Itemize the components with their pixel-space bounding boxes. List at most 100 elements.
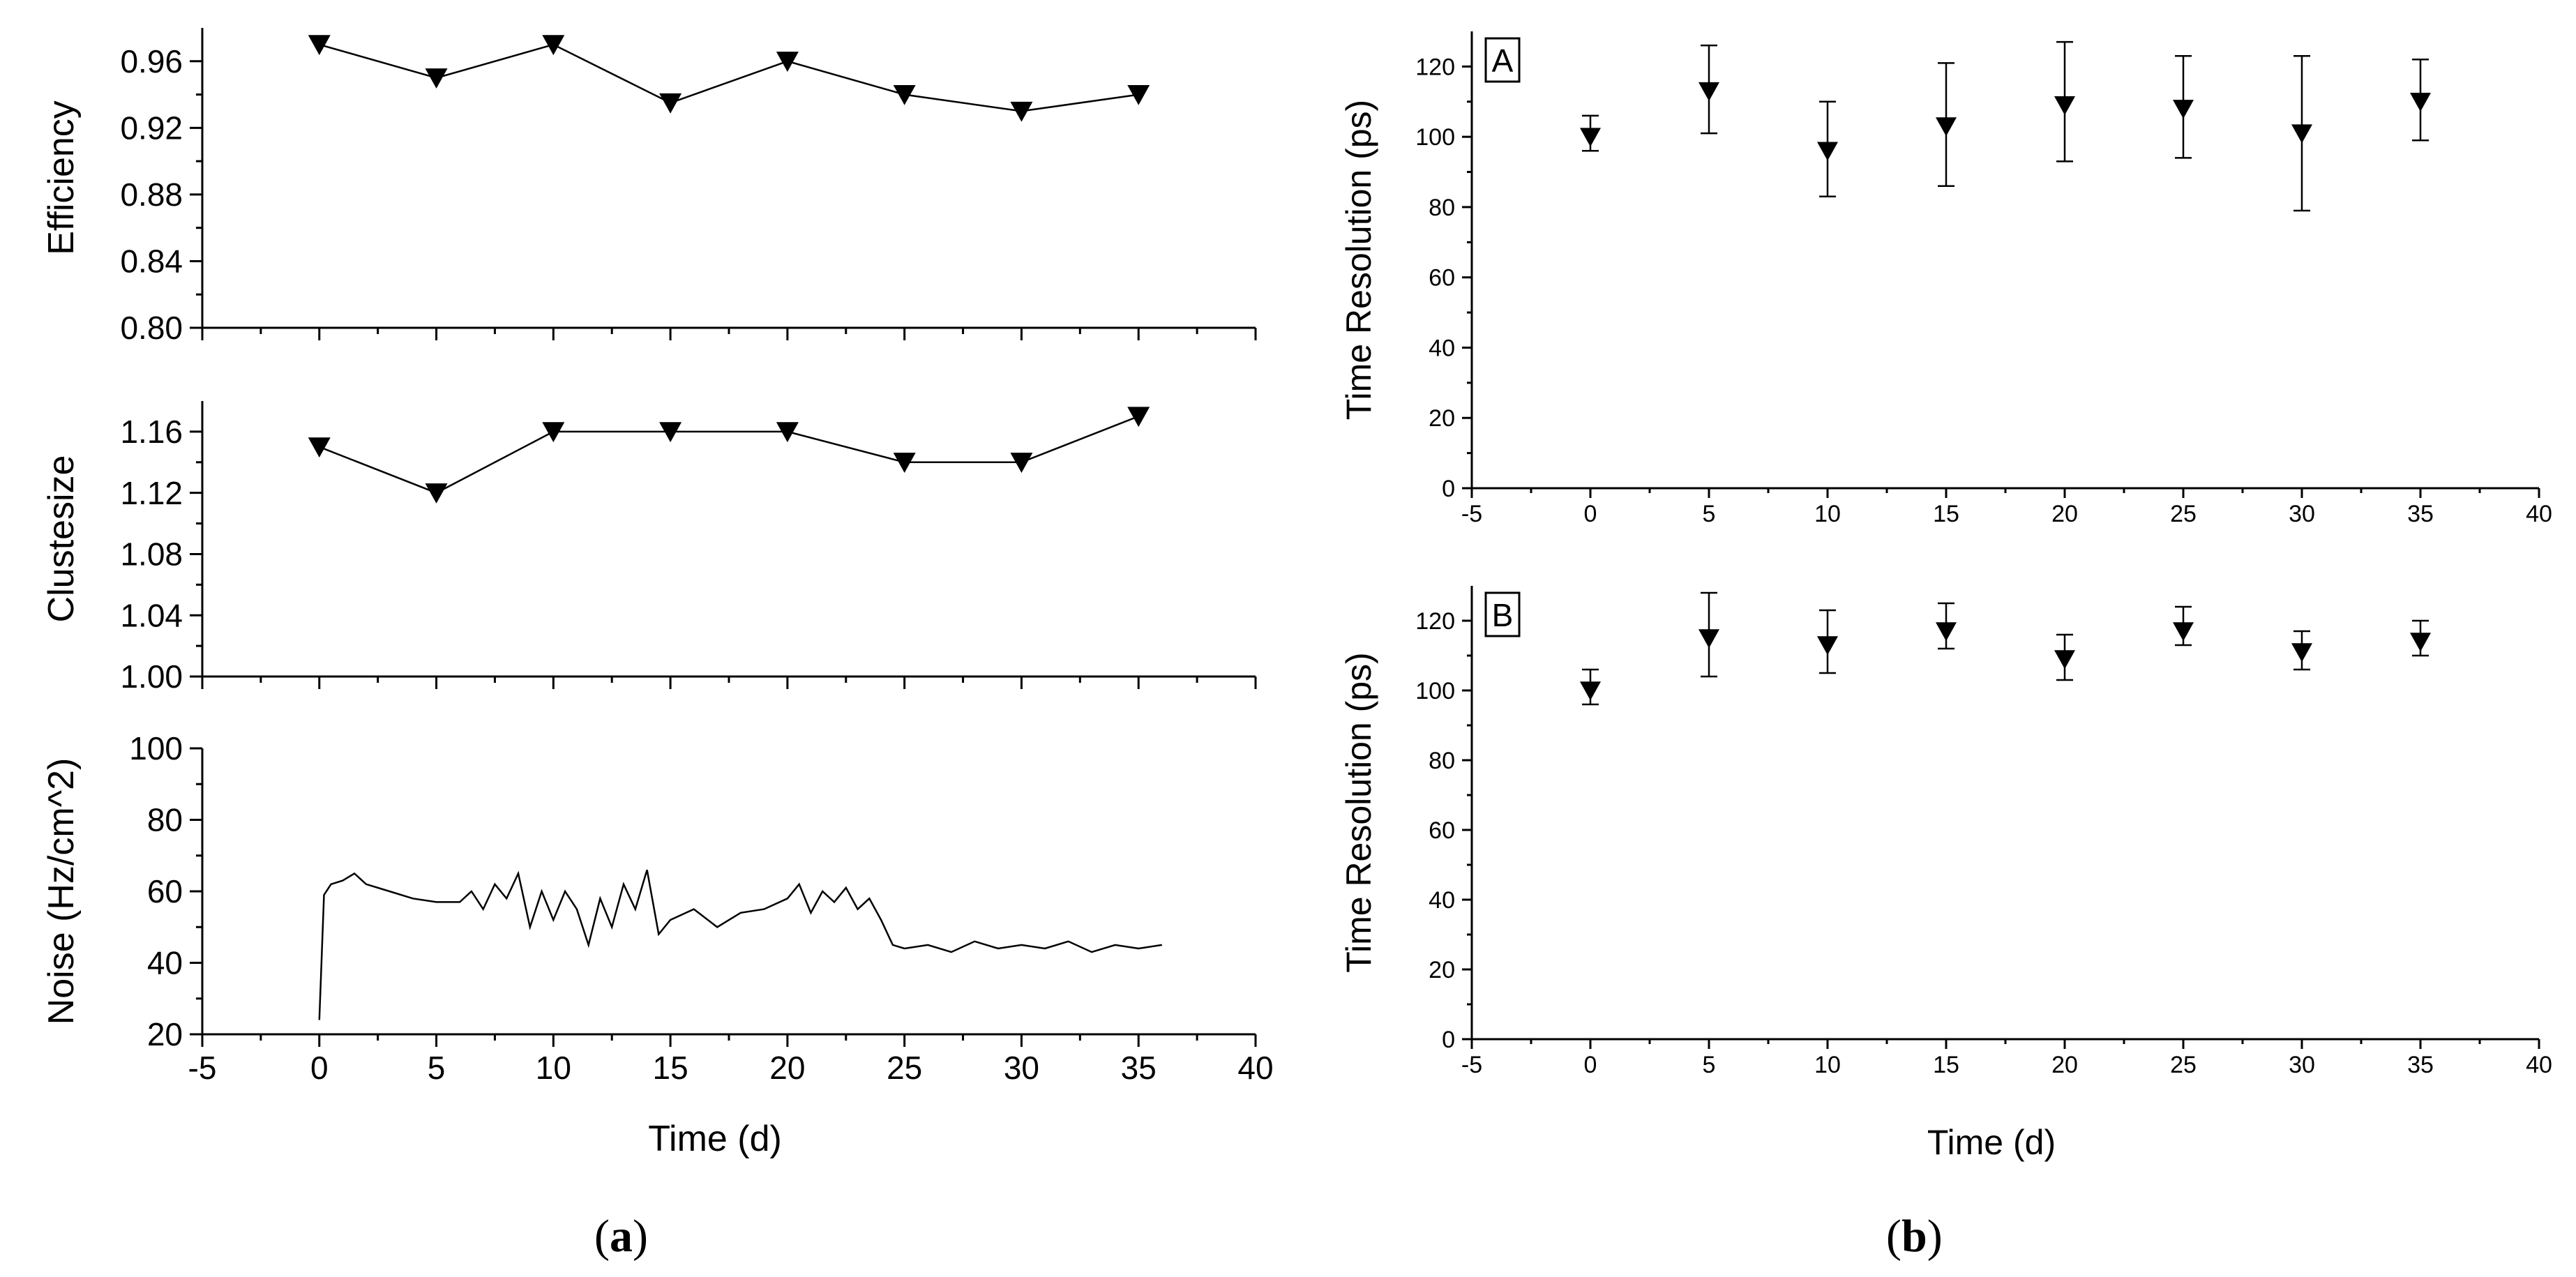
x-tick-label: -5 (1461, 1052, 1482, 1078)
y-tick-label: 20 (1429, 957, 1455, 983)
y-axis-label: Efficiency (41, 100, 82, 255)
y-tick-label: 1.00 (120, 658, 183, 695)
y-tick-label: 40 (1429, 335, 1455, 361)
panel-efficiency: 0.80 0.84 0.88 0.92 0.96 Efficiency (41, 28, 1257, 346)
x-tick-label: 20 (769, 1050, 805, 1086)
x-tick-label: 5 (428, 1050, 446, 1086)
x-tick-label: 40 (2526, 501, 2552, 527)
y-tick-label: 120 (1415, 608, 1455, 635)
y-tick-label: 40 (1429, 887, 1455, 914)
x-tick-label: -5 (1461, 501, 1482, 527)
data-point (1010, 101, 1033, 122)
data-point (1580, 681, 1601, 701)
x-tick-label: 35 (2407, 1052, 2434, 1078)
y-axis-label: Time Resolution (ps) (1339, 100, 1378, 420)
x-tick-label: 35 (1121, 1050, 1157, 1086)
y-tick-label: 0.92 (120, 109, 183, 146)
x-tick-label: 15 (653, 1050, 688, 1086)
data-point (893, 453, 916, 473)
data-point (1127, 407, 1150, 428)
x-tick-label: 20 (2051, 1052, 2078, 1078)
y-tick-label: 60 (1429, 817, 1455, 844)
y-tick-label: 80 (147, 802, 183, 838)
series-line (319, 43, 1139, 112)
series-time-resolution-B (1580, 591, 2431, 706)
data-point (1936, 622, 1957, 642)
x-tick-label: 35 (2407, 501, 2434, 527)
data-point (1817, 142, 1838, 161)
data-point (2054, 650, 2075, 670)
data-point (425, 483, 448, 504)
x-tick-label: 25 (887, 1050, 922, 1086)
panel-label: B (1492, 597, 1514, 633)
x-tick-label: 0 (310, 1050, 329, 1086)
data-point (2291, 124, 2312, 144)
panel-clustersize: 1.00 1.04 1.08 1.12 1.16 Clustesize (41, 401, 1257, 695)
data-point (1127, 84, 1150, 105)
data-point (2410, 633, 2431, 652)
data-point (1698, 629, 1719, 649)
series-efficiency (308, 35, 1150, 122)
data-point (2054, 96, 2075, 116)
y-tick-label: 80 (1429, 195, 1455, 221)
x-tick-label: 10 (1814, 1052, 1841, 1078)
series-noise (318, 869, 1162, 1020)
y-tick-label: 20 (1429, 405, 1455, 432)
y-tick-label: 40 (147, 945, 183, 981)
data-point (2173, 622, 2194, 642)
y-tick-label: 0.80 (120, 310, 183, 346)
data-point (308, 437, 331, 458)
x-tick-label: 40 (2526, 1052, 2552, 1078)
data-point (2291, 643, 2312, 663)
x-tick-label: 5 (1703, 1052, 1716, 1078)
x-tick-label: 30 (2289, 1052, 2315, 1078)
x-tick-label: 0 (1584, 1052, 1597, 1078)
x-tick-label: 25 (2170, 1052, 2197, 1078)
y-axis-label: Time Resolution (ps) (1339, 652, 1378, 972)
x-tick-label: 20 (2051, 501, 2078, 527)
data-point (659, 422, 682, 443)
data-point (1580, 128, 1601, 147)
data-point (2410, 93, 2431, 112)
data-point (1817, 636, 1838, 656)
panel-label: A (1492, 43, 1514, 79)
y-tick-label: 0 (1442, 1027, 1455, 1053)
data-point (659, 93, 682, 114)
x-tick-label: 30 (1004, 1050, 1039, 1086)
y-tick-label: 1.08 (120, 536, 183, 573)
y-tick-label: 60 (1429, 265, 1455, 292)
x-tick-label: -5 (188, 1050, 217, 1086)
y-tick-label: 1.12 (120, 475, 183, 511)
y-tick-label: 60 (147, 873, 183, 909)
x-tick-label: 25 (2170, 501, 2197, 527)
data-point (542, 35, 565, 56)
caption-a-letter: a (609, 1211, 633, 1262)
x-tick-label: 15 (1933, 1052, 1959, 1078)
data-point (425, 68, 448, 89)
series-time-resolution-A (1580, 40, 2431, 212)
series-line (319, 415, 1139, 494)
y-axis-label: Noise (Hz/cm^2) (41, 758, 82, 1025)
y-tick-label: 0.96 (120, 43, 183, 80)
data-point (776, 52, 799, 72)
data-point (776, 422, 799, 443)
x-tick-label: 10 (536, 1050, 571, 1086)
y-tick-label: 120 (1415, 54, 1455, 80)
x-tick-label: 40 (1237, 1050, 1273, 1086)
y-tick-label: 100 (1415, 124, 1455, 151)
x-axis-label: Time (d) (1927, 1123, 2056, 1162)
y-tick-label: 100 (1415, 678, 1455, 704)
y-tick-label: 80 (1429, 748, 1455, 774)
data-point (308, 35, 331, 56)
panel-label-box (1484, 37, 1521, 83)
caption-a: (a) (594, 1211, 648, 1262)
series-line (318, 869, 1162, 1020)
y-tick-label: 0.88 (120, 176, 183, 213)
caption-b-letter: b (1901, 1211, 1927, 1262)
y-axis-label: Clustesize (41, 455, 82, 623)
x-tick-label: 10 (1814, 501, 1841, 527)
data-point (893, 84, 916, 105)
